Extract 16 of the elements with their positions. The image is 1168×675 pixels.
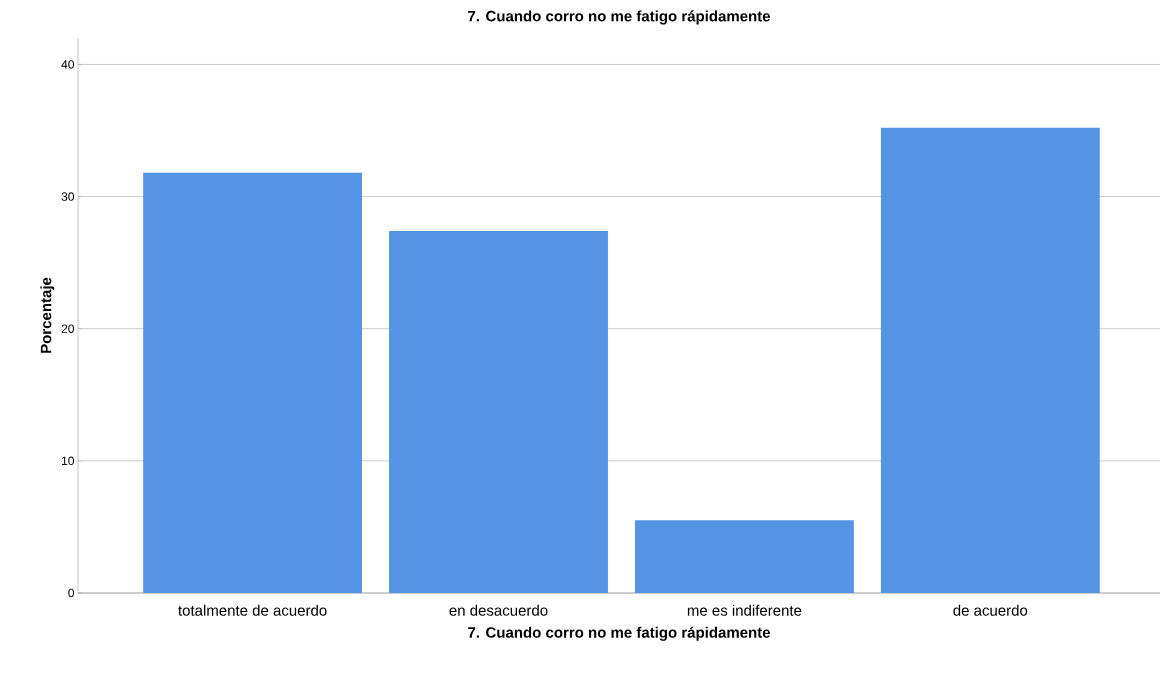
x-tick-label: totalmente de acuerdo — [178, 604, 327, 616]
bar — [634, 520, 854, 593]
x-tick-label: de acuerdo — [953, 604, 1028, 616]
chart-title: 7. Cuando corro no me fatigo rápidamente — [468, 10, 771, 25]
bar — [880, 127, 1100, 593]
y-axis-title: Porcentaje — [40, 277, 55, 353]
y-tick-label: 40 — [61, 60, 75, 69]
bar — [389, 230, 608, 593]
x-tick-label: en desacuerdo — [449, 604, 548, 616]
x-tick-label: me es indiferente — [687, 604, 802, 616]
y-tick-label: 20 — [61, 324, 75, 333]
y-tick-label: 0 — [68, 588, 75, 598]
bar — [143, 172, 363, 593]
y-tick-label: 30 — [61, 192, 75, 201]
x-axis-title: 7. Cuando corro no me fatigo rápidamente — [468, 626, 771, 641]
y-tick-label: 10 — [62, 456, 75, 466]
